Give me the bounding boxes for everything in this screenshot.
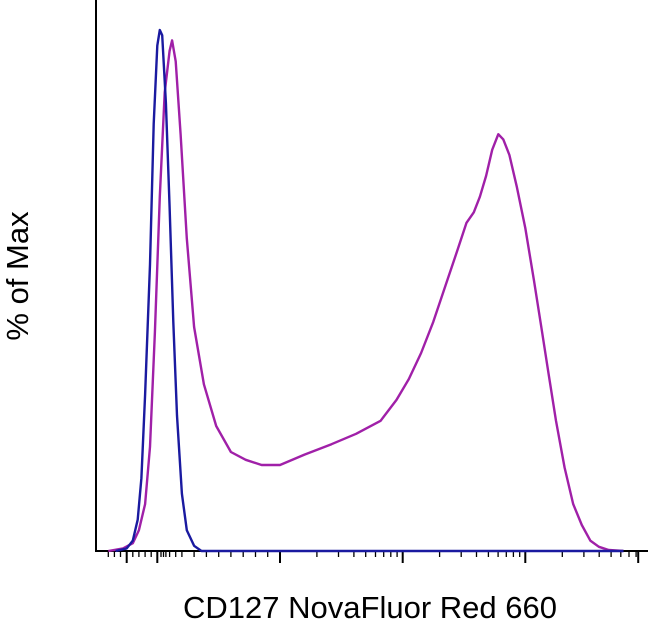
series-layer (108, 28, 624, 553)
y-axis-title: % of Max (0, 211, 35, 341)
x-axis-ticks (107, 551, 640, 563)
x-axis-title: CD127 NovaFluor Red 660 (183, 590, 557, 625)
series-line-1 (115, 28, 624, 553)
series-line-2 (108, 39, 624, 553)
